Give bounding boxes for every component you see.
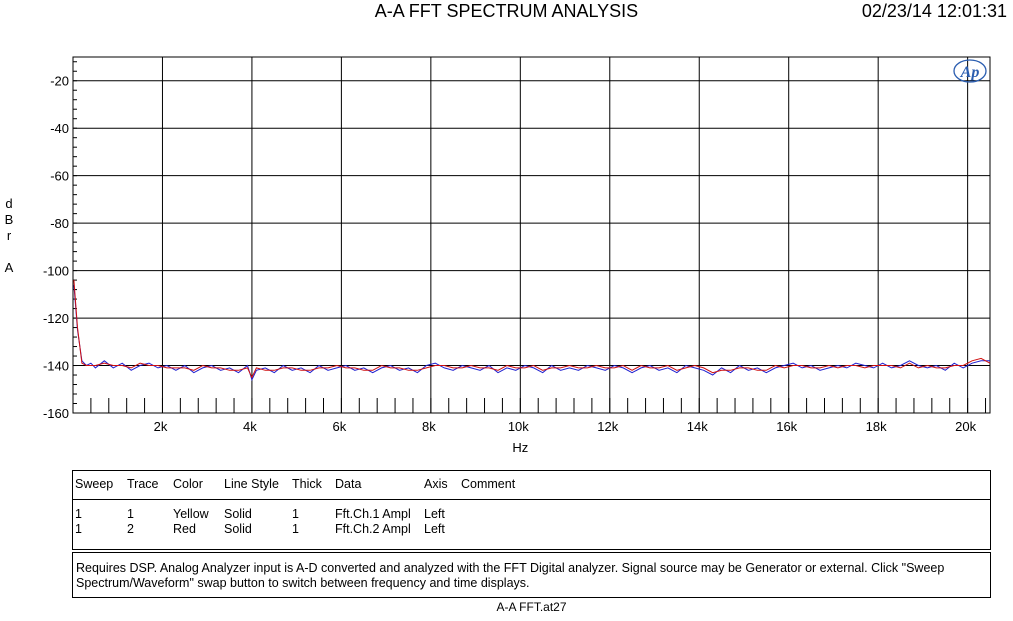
y-tick-label: -100 <box>43 264 69 279</box>
x-tick-label: 6k <box>333 419 347 434</box>
legend-cell-sweep: 1 <box>75 507 82 521</box>
y-tick-label: -60 <box>50 169 69 184</box>
x-tick-label: 8k <box>422 419 436 434</box>
chart-title: A-A FFT SPECTRUM ANALYSIS <box>374 1 639 21</box>
y-tick-label: -160 <box>43 406 69 421</box>
legend-header-axis: Axis <box>424 477 448 491</box>
spectrum-chart: 2k 4k 6k 8k 10k 12k 14k 16k 18k 20k -20 -40 -60 -80 -1… <box>5 56 991 455</box>
ap-logo-icon <box>953 59 987 83</box>
y-axis-label: d <box>5 196 12 211</box>
x-tick-label: 2k <box>154 419 168 434</box>
legend-cell-color: Red <box>173 522 196 536</box>
legend-cell-data: Fft.Ch.2 Ampl <box>335 522 411 536</box>
legend-cell-axis: Left <box>424 522 445 536</box>
series-line-1 <box>73 284 990 382</box>
legend-header-line-style: Line Style <box>224 477 279 491</box>
legend-header-trace: Trace <box>127 477 159 491</box>
y-axis-label: r <box>7 228 12 243</box>
y-tick-label: -140 <box>43 359 69 374</box>
ap-logo-text: Ap <box>960 64 980 81</box>
legend-cell-axis: Left <box>424 507 445 521</box>
x-tick-label: 14k <box>687 419 708 434</box>
legend-header-sweep: Sweep <box>75 477 114 491</box>
legend-cell-line-style: Solid <box>224 522 252 536</box>
legend-cell-sweep: 1 <box>75 522 82 536</box>
legend-header-data: Data <box>335 477 362 491</box>
x-tick-label: 4k <box>243 419 257 434</box>
legend-header-color: Color <box>173 477 203 491</box>
x-tick-label: 12k <box>597 419 618 434</box>
notes-text: Requires DSP. Analog Analyzer input is A… <box>76 561 945 590</box>
y-axis-label: A <box>5 260 14 275</box>
timestamp: 02/23/14 12:01:31 <box>861 1 1007 21</box>
x-tick-label: 16k <box>776 419 797 434</box>
legend-cell-line-style: Solid <box>224 507 252 521</box>
x-tick-label: 18k <box>866 419 887 434</box>
legend-cell-thick: 1 <box>292 507 299 521</box>
legend-cell-trace: 2 <box>127 522 134 536</box>
legend-cell-data: Fft.Ch.1 Ampl <box>335 507 411 521</box>
y-tick-label: -40 <box>50 121 69 136</box>
legend-cell-color: Yellow <box>173 507 209 521</box>
notes-box: Requires DSP. Analog Analyzer input is A… <box>72 552 991 598</box>
legend-cell-thick: 1 <box>292 522 299 536</box>
file-name: A-A FFT.at27 <box>496 600 567 614</box>
x-axis-label: Hz <box>512 440 528 455</box>
legend-header-comment: Comment <box>461 477 516 491</box>
y-tick-label: -120 <box>43 311 69 326</box>
legend-table-divider <box>73 499 990 500</box>
series-line-2 <box>73 280 991 379</box>
y-tick-label: -80 <box>50 216 69 231</box>
x-tick-label: 10k <box>508 419 529 434</box>
y-tick-label: -20 <box>50 74 69 89</box>
legend-header-thick: Thick <box>292 477 322 491</box>
plot-frame <box>72 56 991 414</box>
x-tick-label: 20k <box>955 419 976 434</box>
y-axis-label: B <box>5 212 14 227</box>
legend-cell-trace: 1 <box>127 507 134 521</box>
trace-legend-table: Sweep Trace Color Line Style Thick Data Axis Co… <box>72 470 991 550</box>
